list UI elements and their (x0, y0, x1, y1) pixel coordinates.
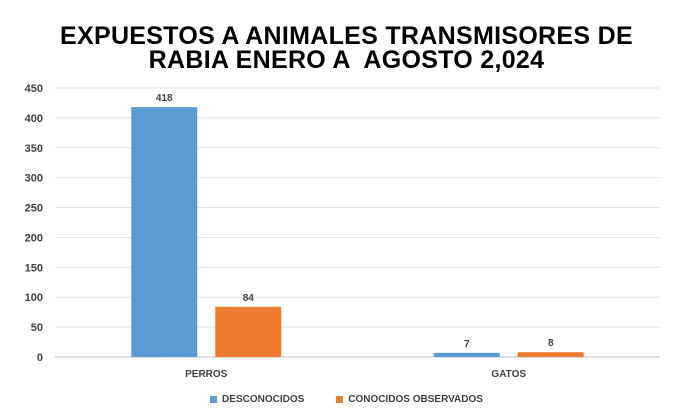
chart-legend: DESCONOCIDOS CONOCIDOS OBSERVADOS (0, 394, 693, 405)
chart-title: EXPUESTOS A ANIMALES TRANSMISORES DE RAB… (0, 22, 693, 74)
data-label: 418 (156, 93, 173, 104)
legend-swatch-desconocidos (210, 396, 218, 403)
bar-chart: 0 50 100 150 200 250 300 350 400 450 418 84 PERROS 7 8… (25, 83, 660, 380)
bar (131, 107, 198, 357)
y-tick-label: 250 (25, 203, 43, 215)
chart-title-line-1: EXPUESTOS A ANIMALES TRANSMISORES DE (60, 22, 633, 50)
y-tick-label: 50 (31, 322, 43, 334)
chart-title-line-2: RABIA ENERO A AGOSTO 2,024 (148, 46, 545, 74)
bar (433, 352, 500, 357)
legend-item-conocidos-observados: CONOCIDOS OBSERVADOS (336, 394, 483, 405)
y-tick-label: 350 (25, 143, 43, 155)
y-tick-label: 200 (25, 232, 43, 244)
x-category-label: GATOS (491, 369, 526, 380)
data-label: 84 (243, 293, 255, 304)
legend-label-desconocidos: DESCONOCIDOS (222, 394, 305, 405)
data-label: 7 (464, 339, 470, 350)
y-tick-label: 150 (25, 262, 43, 274)
data-label: 8 (548, 338, 554, 349)
legend-label-conocidos-observados: CONOCIDOS OBSERVADOS (348, 394, 483, 405)
y-tick-label: 0 (37, 352, 43, 364)
legend-swatch-conocidos-observados (336, 396, 344, 403)
y-tick-label: 400 (25, 113, 43, 125)
bar (517, 352, 584, 357)
x-category-label: PERROS (185, 369, 228, 380)
y-tick-label: 100 (25, 292, 43, 304)
y-tick-label: 300 (25, 173, 43, 185)
legend-item-desconocidos: DESCONOCIDOS (210, 394, 304, 405)
y-tick-label: 450 (25, 83, 43, 95)
bar (215, 306, 282, 357)
